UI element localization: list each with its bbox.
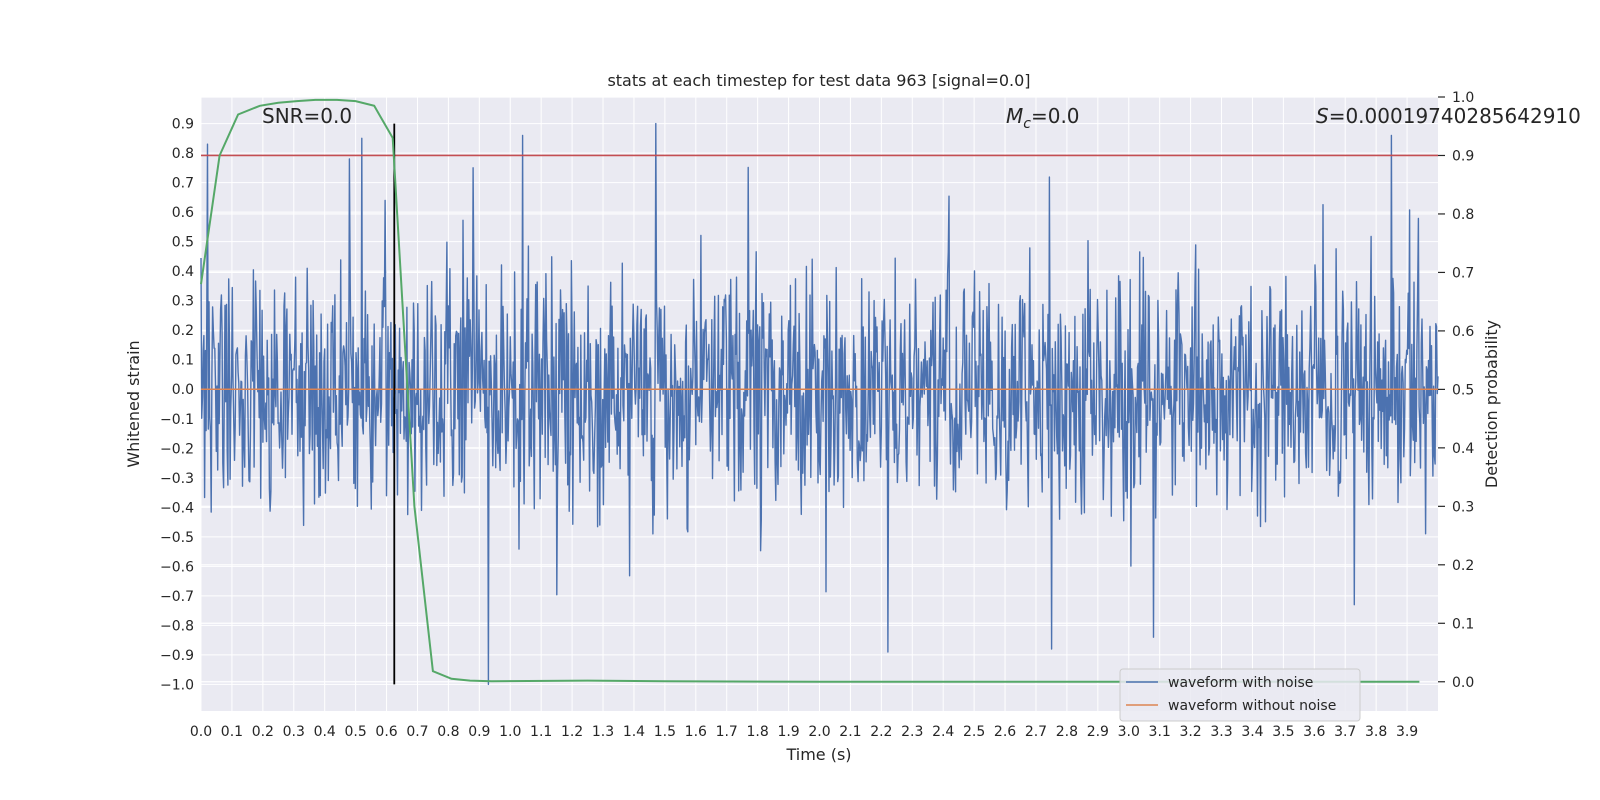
chart-title: stats at each timestep for test data 963… [607,71,1030,90]
x-tick-label: 2.4 [932,724,954,740]
x-tick-label: 2.5 [963,724,985,740]
y-tick-label: −0.9 [160,648,194,664]
x-tick-label: 3.7 [1334,724,1356,740]
y2-axis-label: Detection probability [1482,320,1501,488]
y-tick-label: 0.0 [172,382,194,398]
x-axis-ticks: 0.0 0.1 0.2 0.3 0.4 0.5 0.6 0.7 0.8 0.9 1.0 1.1 1.2 1… [190,724,1418,740]
y2-tick-label: 0.7 [1452,265,1474,281]
y-tick-label: −0.5 [160,530,194,546]
y-tick-label: −0.3 [160,471,194,487]
x-tick-label: 2.7 [1025,724,1047,740]
x-tick-label: 2.0 [808,724,830,740]
y-tick-label: −0.4 [160,500,194,516]
series-detection-probability [200,98,1420,683]
x-tick-label: 3.2 [1179,724,1201,740]
x-tick-label: 1.3 [592,724,614,740]
x-tick-label: 3.1 [1149,724,1171,740]
x-tick-label: 3.3 [1210,724,1232,740]
x-tick-label: 2.9 [1087,724,1109,740]
x-tick-label: 3.8 [1365,724,1387,740]
x-tick-label: 0.6 [375,724,397,740]
x-tick-label: 0.7 [406,724,428,740]
y2-tick-label: 0.3 [1452,499,1474,515]
x-tick-label: 1.7 [716,724,738,740]
y2-tick-label: 0.5 [1452,382,1474,398]
x-tick-label: 0.9 [468,724,490,740]
y-tick-label: −1.0 [160,677,194,693]
legend-label-clean: waveform without noise [1168,698,1336,714]
legend: waveform with noise waveform without noi… [1119,668,1361,722]
y-tick-label: 0.8 [172,146,194,162]
x-tick-label: 2.8 [1056,724,1078,740]
y2-tick-label: 0.0 [1452,675,1474,691]
x-tick-label: 2.3 [901,724,923,740]
y2-tick-label: 0.1 [1452,616,1474,632]
x-tick-label: 2.2 [870,724,892,740]
x-tick-label: 1.5 [654,724,676,740]
legend-box [1119,668,1361,722]
y-tick-label: −0.2 [160,441,194,457]
y-tick-label: 0.9 [172,117,194,133]
x-tick-label: 3.5 [1272,724,1294,740]
y-tick-label: 0.2 [172,323,194,339]
x-tick-label: 2.6 [994,724,1016,740]
x-tick-label: 3.9 [1396,724,1418,740]
x-tick-label: 1.1 [530,724,552,740]
x-tick-label: 0.8 [437,724,459,740]
y-tick-label: −0.7 [160,589,194,605]
y2-tick-label: 0.8 [1452,207,1474,223]
x-axis-label: Time (s) [785,745,851,764]
y-tick-label: 0.1 [172,353,194,369]
x-tick-label: 0.2 [252,724,274,740]
x-tick-label: 1.8 [747,724,769,740]
x-tick-label: 0.1 [221,724,243,740]
x-tick-label: 1.2 [561,724,583,740]
y-tick-label: −0.8 [160,618,194,634]
x-tick-label: 1.0 [499,724,521,740]
x-tick-label: 0.5 [344,724,366,740]
y-tick-label: 0.6 [172,205,194,221]
y2-tick-label: 0.6 [1452,324,1474,340]
y-tick-label: 0.4 [172,264,194,280]
snr-annotation: SNR=0.0 [262,104,352,128]
y-axis-label: Whitened strain [124,340,143,467]
x-tick-label: 0.3 [283,724,305,740]
y2-tick-label: 1.0 [1452,90,1474,106]
y2-axis-ticks: 1.0 0.9 0.8 0.7 0.6 0.5 0.4 0.3 0.2 0.1 0.0 [1438,90,1474,691]
y2-tick-label: 0.4 [1452,441,1474,457]
x-tick-label: 1.6 [685,724,707,740]
s-annotation: S=0.00019740285642910 [1316,104,1581,128]
x-tick-label: 0.4 [314,724,336,740]
legend-label-noise: waveform with noise [1168,675,1313,691]
y-tick-label: 0.7 [172,176,194,192]
y-tick-label: 0.5 [172,235,194,251]
x-tick-label: 0.0 [190,724,212,740]
y2-tick-label: 0.9 [1452,148,1474,164]
x-tick-label: 2.1 [839,724,861,740]
y-tick-label: −0.1 [160,412,194,428]
y-tick-label: −0.6 [160,559,194,575]
x-tick-label: 1.9 [777,724,799,740]
x-tick-label: 3.0 [1118,724,1140,740]
y-axis-ticks: 0.9 0.8 0.7 0.6 0.5 0.4 0.3 0.2 0.1 0.0 −0.1 −0.2 −0… [160,117,194,694]
x-tick-label: 3.6 [1303,724,1325,740]
x-tick-label: 1.4 [623,724,645,740]
y2-tick-label: 0.2 [1452,558,1474,574]
x-tick-label: 3.4 [1241,724,1263,740]
y-tick-label: 0.3 [172,294,194,310]
mc-annotation: Mc=0.0 [1006,104,1080,132]
